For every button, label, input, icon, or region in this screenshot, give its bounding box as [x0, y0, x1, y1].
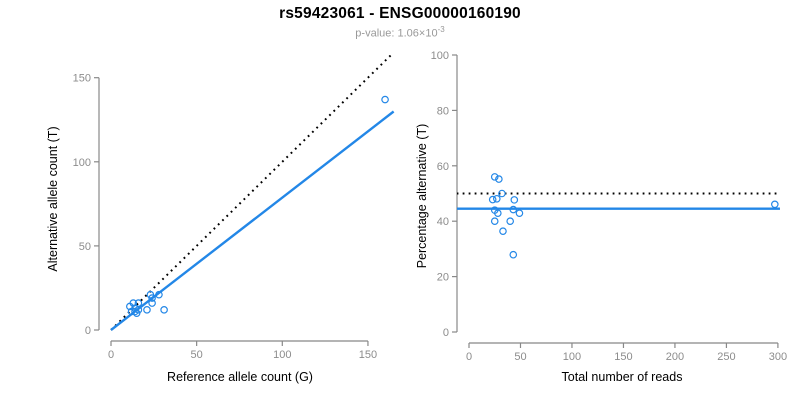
data-point: [148, 299, 156, 307]
data-point: [498, 189, 506, 198]
data-point: [129, 299, 138, 307]
data-point: [515, 209, 524, 217]
data-point: [143, 306, 151, 314]
y-tick-label: 100: [431, 50, 449, 62]
x-tick-label: 0: [466, 351, 472, 363]
data-point: [771, 200, 779, 209]
x-tick-label: 50: [191, 349, 203, 361]
x-tick-label: 50: [514, 351, 526, 363]
x-axis-title: Total number of reads: [562, 370, 683, 384]
right-scatter-panel: 0 50 100 150 200 250 300 0 20 40 60 80 100 Total numb…: [415, 50, 787, 384]
data-point: [127, 307, 136, 316]
y-tick-label: 0: [85, 325, 91, 337]
data-point: [494, 209, 502, 217]
pvalue-text: p-value: 1.06×10: [355, 27, 438, 40]
pvalue-exponent: -3: [437, 25, 445, 34]
y-axis-title: Percentage alternative (T): [415, 124, 429, 269]
y-tick-label: 150: [73, 73, 91, 85]
data-point: [160, 306, 168, 314]
data-point: [155, 290, 163, 299]
x-tick-label: 100: [563, 351, 581, 363]
data-point: [148, 294, 156, 302]
data-point: [509, 250, 518, 259]
x-tick-label: 0: [108, 349, 114, 361]
y-tick-label: 60: [437, 161, 449, 173]
figure-title: rs59423061 - ENSG00000160190: [279, 5, 521, 22]
y-tick-label: 40: [437, 216, 449, 228]
y-tick-label: 100: [73, 157, 91, 169]
x-tick-label: 300: [769, 351, 787, 363]
y-axis-title: Alternative allele count (T): [46, 126, 60, 271]
data-point: [132, 309, 141, 317]
left-scatter-panel: 0 50 100 150 0 50 100 150 Reference allele count…: [46, 55, 395, 384]
data-point: [499, 227, 507, 235]
x-tick-label: 250: [717, 351, 735, 363]
fit-line: [110, 110, 395, 331]
data-point: [381, 95, 389, 104]
x-tick-label: 150: [359, 349, 377, 361]
figure-subtitle: p-value: 1.06×10-3: [0, 25, 800, 40]
data-point: [509, 205, 518, 214]
data-point: [506, 217, 514, 226]
x-tick-label: 200: [666, 351, 684, 363]
y-tick-label: 20: [437, 272, 449, 284]
data-point: [495, 175, 503, 183]
data-point: [510, 196, 519, 204]
data-point: [490, 173, 499, 181]
y-tick-label: 80: [437, 105, 449, 117]
x-axis-title: Reference allele count (G): [167, 370, 313, 384]
data-point: [490, 217, 499, 226]
identity-line: [110, 55, 393, 331]
y-tick-label: 0: [443, 327, 449, 339]
x-tick-label: 150: [614, 351, 632, 363]
x-tick-label: 100: [273, 349, 291, 361]
data-point: [488, 195, 497, 204]
y-tick-label: 50: [79, 241, 91, 253]
data-point: [493, 194, 501, 203]
